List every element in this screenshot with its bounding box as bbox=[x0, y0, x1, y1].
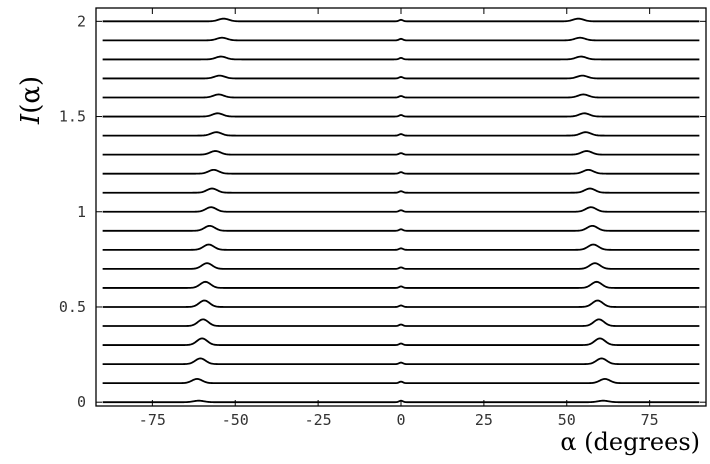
y-axis-label: I(α) bbox=[16, 76, 46, 125]
y-tick-label-4: 2 bbox=[77, 12, 86, 30]
x-tick-label-0: -75 bbox=[139, 411, 166, 429]
ticks-group: -75 -50 -25 0 25 50 75 0 0.5 1 1.5 2 bbox=[59, 8, 706, 429]
profile-line-19 bbox=[102, 36, 700, 42]
profile-line-17 bbox=[102, 74, 700, 80]
profile-line-5 bbox=[102, 299, 700, 308]
y-axis-label-arg: (α) bbox=[16, 76, 46, 114]
profile-line-13 bbox=[102, 150, 700, 156]
x-tick-label-5: 50 bbox=[558, 411, 576, 429]
profile-line-11 bbox=[102, 187, 700, 194]
profile-line-14 bbox=[102, 131, 700, 137]
x-tick-label-4: 25 bbox=[475, 411, 493, 429]
profile-line-15 bbox=[102, 112, 700, 118]
y-tick-label-2: 1 bbox=[77, 203, 86, 221]
profile-line-4 bbox=[102, 318, 700, 327]
y-tick-label-3: 1.5 bbox=[59, 108, 86, 126]
profile-line-18 bbox=[102, 55, 700, 61]
profile-line-1 bbox=[102, 378, 700, 385]
profile-line-8 bbox=[102, 243, 700, 251]
y-tick-label-0: 0 bbox=[77, 393, 86, 411]
x-tick-label-6: 75 bbox=[641, 411, 659, 429]
x-tick-label-3: 0 bbox=[396, 411, 405, 429]
profile-line-7 bbox=[102, 262, 700, 270]
profile-line-2 bbox=[102, 357, 700, 366]
x-axis-label: α (degrees) bbox=[560, 428, 700, 456]
profile-line-3 bbox=[102, 337, 700, 346]
profile-line-20 bbox=[102, 17, 700, 23]
x-tick-label-1: -50 bbox=[222, 411, 249, 429]
profile-line-10 bbox=[102, 206, 700, 213]
x-tick-label-2: -25 bbox=[305, 411, 332, 429]
profile-line-16 bbox=[102, 93, 700, 99]
profiles-group bbox=[102, 17, 700, 404]
plot-frame bbox=[95, 7, 707, 407]
profile-line-6 bbox=[102, 280, 700, 289]
y-tick-label-1: 0.5 bbox=[59, 298, 86, 316]
profile-line-9 bbox=[102, 224, 700, 232]
profile-line-12 bbox=[102, 168, 700, 175]
y-axis-label-main: I bbox=[16, 113, 46, 125]
